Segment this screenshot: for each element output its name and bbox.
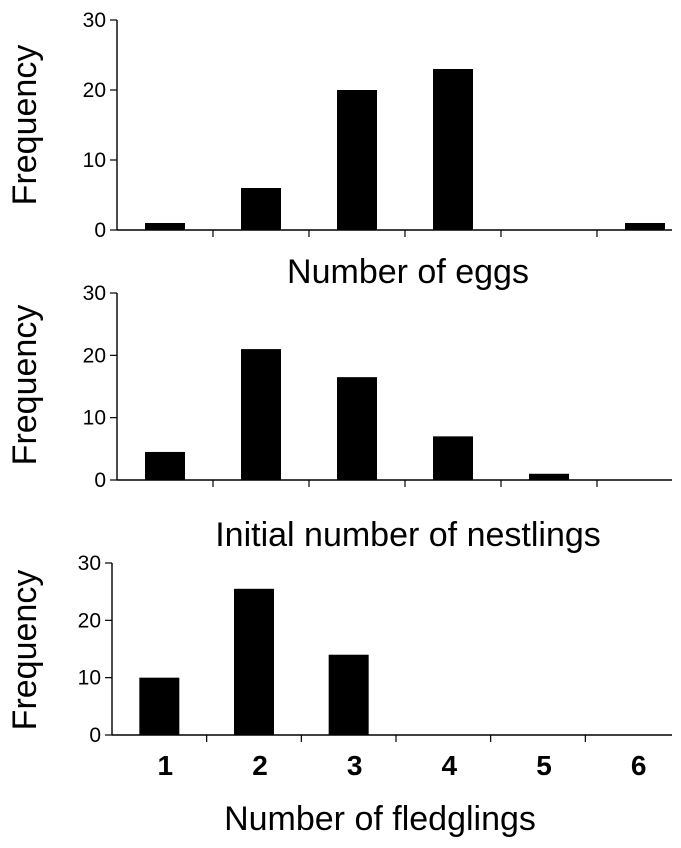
y-tick-label: 10 bbox=[78, 667, 101, 690]
x-axis-title: Number of fledglings bbox=[224, 800, 536, 838]
x-category-label: 2 bbox=[252, 750, 268, 781]
bar bbox=[625, 223, 665, 230]
y-tick-label: 20 bbox=[83, 344, 106, 367]
x-category-label: 4 bbox=[442, 750, 458, 781]
bar bbox=[139, 677, 180, 735]
bar bbox=[529, 473, 569, 480]
bar bbox=[337, 90, 377, 230]
bar bbox=[433, 436, 473, 480]
y-axis-title: Frequency bbox=[6, 45, 44, 206]
bar bbox=[337, 377, 377, 480]
y-tick-label: 0 bbox=[94, 219, 106, 242]
bar bbox=[241, 188, 281, 230]
y-axis-title: Frequency bbox=[6, 305, 44, 466]
bar bbox=[145, 451, 185, 480]
bar bbox=[145, 223, 185, 230]
y-tick-label: 30 bbox=[83, 9, 106, 32]
bar bbox=[433, 69, 473, 230]
x-category-label: 3 bbox=[347, 750, 363, 781]
x-axis-title: Number of eggs bbox=[287, 253, 529, 291]
x-axis-title: Initial number of nestlings bbox=[215, 516, 601, 554]
x-category-label: 6 bbox=[631, 750, 647, 781]
bar bbox=[241, 349, 281, 480]
y-axis-title: Frequency bbox=[6, 570, 44, 731]
bar bbox=[234, 588, 274, 735]
y-tick-label: 0 bbox=[89, 724, 101, 747]
y-tick-label: 0 bbox=[94, 469, 106, 492]
y-tick-label: 30 bbox=[83, 282, 106, 305]
y-tick-label: 10 bbox=[83, 407, 106, 430]
x-category-label: 1 bbox=[158, 750, 174, 781]
y-tick-label: 10 bbox=[83, 149, 106, 172]
y-tick-label: 20 bbox=[83, 79, 106, 102]
bar bbox=[328, 654, 369, 735]
y-tick-label: 20 bbox=[78, 609, 101, 632]
x-category-label: 5 bbox=[536, 750, 552, 781]
y-tick-label: 30 bbox=[78, 552, 101, 575]
